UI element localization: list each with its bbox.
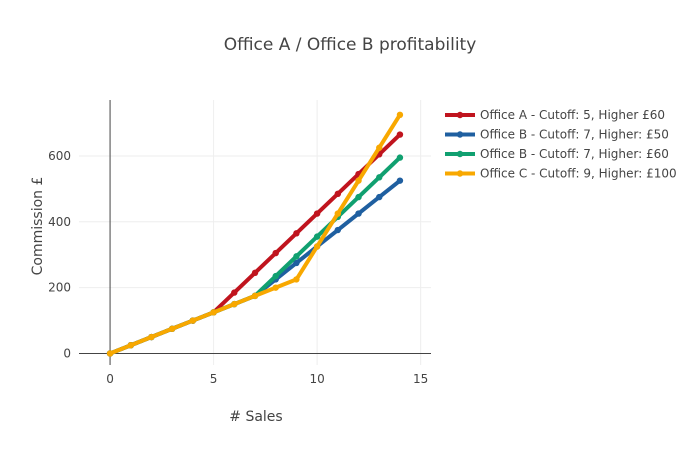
legend-label: Office C - Cutoff: 9, Higher: £100 <box>480 167 677 181</box>
data-point <box>355 210 362 217</box>
data-point <box>334 210 342 217</box>
legend-item[interactable]: Office B - Cutoff: 7, Higher: £60 <box>445 147 669 161</box>
x-tick-label: 15 <box>413 372 428 386</box>
legend[interactable]: Office A - Cutoff: 5, Higher £60 Office B… <box>445 108 677 181</box>
series-line <box>108 178 402 356</box>
legend-label: Office B - Cutoff: 7, Higher: £50 <box>480 128 669 142</box>
data-point <box>251 269 259 277</box>
y-tick-label: 200 <box>48 281 71 295</box>
data-point <box>148 333 155 341</box>
y-axis-title: Commission £ <box>30 177 46 276</box>
data-point <box>189 317 197 324</box>
data-point <box>396 154 404 161</box>
series-1 <box>106 131 404 357</box>
data-point <box>376 193 383 201</box>
data-point <box>293 253 300 260</box>
x-tick-label: 0 <box>106 372 114 386</box>
data-point <box>293 259 300 267</box>
legend-label: Office A - Cutoff: 5, Higher £60 <box>480 108 665 122</box>
data-point <box>334 226 342 234</box>
legend-item[interactable]: Office B - Cutoff: 7, Higher: £50 <box>445 128 669 142</box>
data-point <box>127 342 134 349</box>
x-axis-title: # Sales <box>229 409 282 425</box>
data-point <box>272 249 279 257</box>
data-point <box>272 272 279 280</box>
data-point <box>168 325 176 332</box>
legend-swatch-marker <box>456 170 464 177</box>
data-point <box>210 309 217 316</box>
data-point <box>396 111 404 119</box>
data-point <box>334 190 342 198</box>
data-point <box>231 300 238 308</box>
data-point <box>106 350 114 357</box>
legend-swatch-marker <box>456 150 464 158</box>
data-point <box>251 292 259 300</box>
legend-item[interactable]: Office C - Cutoff: 9, Higher: £100 <box>445 167 677 181</box>
legend-label: Office B - Cutoff: 7, Higher: £60 <box>480 147 669 161</box>
data-point <box>396 131 404 138</box>
data-point <box>272 284 279 291</box>
data-point <box>293 276 300 283</box>
data-point <box>231 289 238 296</box>
series-line <box>108 112 402 356</box>
data-point <box>355 177 362 184</box>
y-tick-label: 0 <box>63 346 71 360</box>
axes: 0 5 10 15 0 200 400 600 <box>48 100 431 386</box>
x-tick-label: 5 <box>210 372 218 386</box>
data-point <box>313 233 321 240</box>
series-lines <box>106 111 404 357</box>
y-tick-label: 600 <box>48 149 71 163</box>
series-2 <box>106 177 404 357</box>
data-point <box>293 230 300 237</box>
data-point <box>355 193 362 201</box>
chart-title: Office A / Office B profitability <box>224 35 477 55</box>
series-line <box>108 132 402 356</box>
data-point <box>376 174 383 181</box>
data-point <box>396 177 404 184</box>
series-4 <box>106 111 404 357</box>
data-point <box>376 144 383 151</box>
data-point <box>313 210 321 217</box>
series-3 <box>106 154 404 357</box>
data-point <box>313 243 321 250</box>
legend-item[interactable]: Office A - Cutoff: 5, Higher £60 <box>445 108 665 122</box>
legend-swatch-marker <box>456 111 464 119</box>
grid-lines <box>79 100 431 365</box>
x-tick-label: 10 <box>309 372 324 386</box>
legend-swatch-marker <box>456 131 464 138</box>
y-tick-label: 400 <box>48 215 71 229</box>
